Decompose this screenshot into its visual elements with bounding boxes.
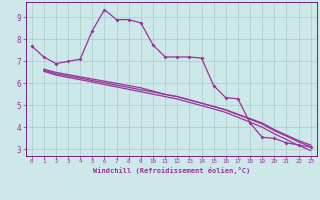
- X-axis label: Windchill (Refroidissement éolien,°C): Windchill (Refroidissement éolien,°C): [92, 167, 250, 174]
